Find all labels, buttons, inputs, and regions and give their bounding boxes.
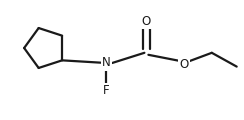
Text: N: N [102,57,111,69]
Text: O: O [142,15,151,28]
Text: O: O [180,58,189,71]
Text: F: F [103,84,110,97]
